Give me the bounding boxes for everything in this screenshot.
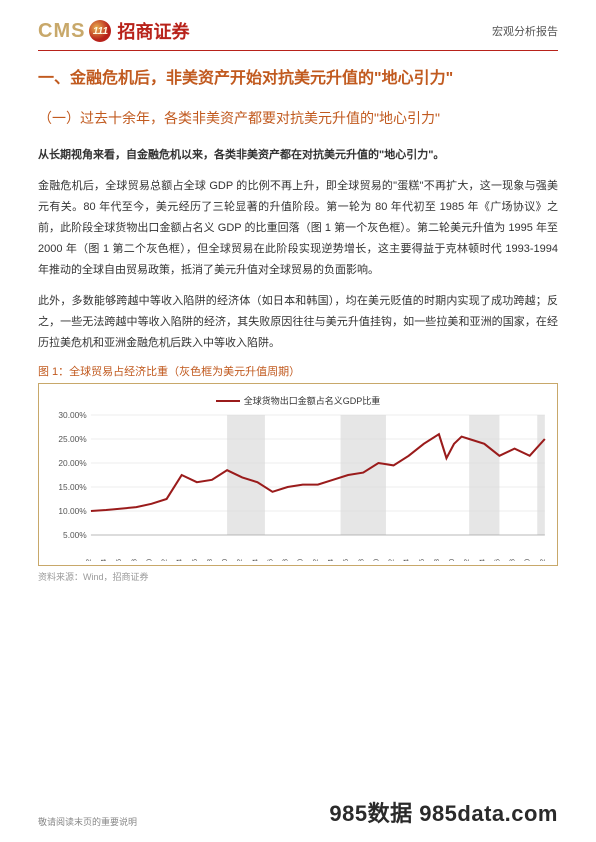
- svg-text:15.00%: 15.00%: [58, 484, 86, 493]
- svg-text:5.00%: 5.00%: [63, 532, 87, 541]
- svg-text:1978: 1978: [206, 559, 214, 561]
- line-chart: 5.00% 10.00% 15.00% 20.00% 25.00% 30.00% 1962 1…: [47, 411, 549, 561]
- svg-text:2000: 2000: [372, 559, 380, 561]
- svg-text:1966: 1966: [115, 559, 123, 561]
- svg-text:2016: 2016: [493, 559, 501, 561]
- svg-text:1982: 1982: [236, 559, 244, 561]
- svg-text:1962: 1962: [85, 559, 93, 561]
- figure-source: 资料来源：Wind，招商证券: [38, 570, 558, 583]
- svg-text:1964: 1964: [100, 559, 108, 561]
- logo-cn-text: 招商证券: [117, 18, 189, 44]
- svg-text:2006: 2006: [418, 559, 426, 561]
- logo-cms-text: CMS: [38, 20, 85, 43]
- svg-text:1974: 1974: [176, 559, 184, 561]
- svg-text:2004: 2004: [403, 559, 411, 561]
- svg-text:2014: 2014: [478, 559, 486, 561]
- svg-text:2020: 2020: [524, 559, 532, 561]
- chart-area: 5.00% 10.00% 15.00% 20.00% 25.00% 30.00% 1962 1…: [47, 411, 549, 561]
- paragraph-1: 金融危机后，全球贸易总额占全球 GDP 的比例不再上升，即全球贸易的"蛋糕"不再…: [38, 176, 558, 280]
- footer-brand: 985数据 985data.com: [329, 796, 558, 828]
- logo-badge-icon: 111: [89, 20, 111, 42]
- svg-text:20.00%: 20.00%: [58, 460, 86, 469]
- svg-text:2010: 2010: [448, 559, 456, 561]
- logo-block: CMS 111 招商证券: [38, 18, 189, 44]
- svg-text:1996: 1996: [342, 559, 350, 561]
- heading-1: 一、金融危机后，非美资产开始对抗美元升值的"地心引力": [38, 65, 558, 92]
- svg-text:1984: 1984: [251, 559, 259, 561]
- svg-text:2012: 2012: [463, 559, 471, 561]
- chart-container: 全球货物出口金额占名义GDP比重 5.00% 10.00% 15.00% 20.00%…: [38, 383, 558, 566]
- svg-text:2022: 2022: [539, 559, 547, 561]
- page-header: CMS 111 招商证券 宏观分析报告: [0, 0, 596, 50]
- svg-text:2018: 2018: [508, 559, 516, 561]
- svg-text:1990: 1990: [297, 559, 305, 561]
- svg-text:1968: 1968: [130, 559, 138, 561]
- footer-note: 敬请阅读末页的重要说明: [38, 815, 137, 828]
- svg-text:1994: 1994: [327, 559, 335, 561]
- report-type-label: 宏观分析报告: [492, 23, 558, 39]
- svg-text:1988: 1988: [281, 559, 289, 561]
- svg-text:1970: 1970: [145, 559, 153, 561]
- content-area: 一、金融危机后，非美资产开始对抗美元升值的"地心引力" （一）过去十余年，各类非…: [0, 51, 596, 583]
- heading-2: （一）过去十余年，各类非美资产都要对抗美元升值的"地心引力": [38, 106, 558, 131]
- svg-text:30.00%: 30.00%: [58, 412, 86, 421]
- svg-text:1986: 1986: [266, 559, 274, 561]
- svg-text:1972: 1972: [160, 559, 168, 561]
- paragraph-2: 此外，多数能够跨越中等收入陷阱的经济体（如日本和韩国），均在美元贬值的时期内实现…: [38, 291, 558, 354]
- legend-label: 全球货物出口金额占名义GDP比重: [244, 394, 381, 407]
- svg-text:1976: 1976: [191, 559, 199, 561]
- lead-paragraph: 从长期视角来看，自金融危机以来，各类非美资产都在对抗美元升值的"地心引力"。: [38, 145, 558, 166]
- svg-text:2002: 2002: [387, 559, 395, 561]
- svg-text:1998: 1998: [357, 559, 365, 561]
- svg-text:25.00%: 25.00%: [58, 436, 86, 445]
- svg-text:10.00%: 10.00%: [58, 508, 86, 517]
- legend-line-icon: [216, 400, 240, 402]
- chart-legend: 全球货物出口金额占名义GDP比重: [47, 394, 549, 407]
- svg-text:2008: 2008: [433, 559, 441, 561]
- svg-text:1992: 1992: [312, 559, 320, 561]
- page-footer: 敬请阅读末页的重要说明 985数据 985data.com: [0, 796, 596, 828]
- figure-title: 图 1：全球贸易占经济比重（灰色框为美元升值周期）: [38, 363, 558, 379]
- svg-text:1980: 1980: [221, 559, 229, 561]
